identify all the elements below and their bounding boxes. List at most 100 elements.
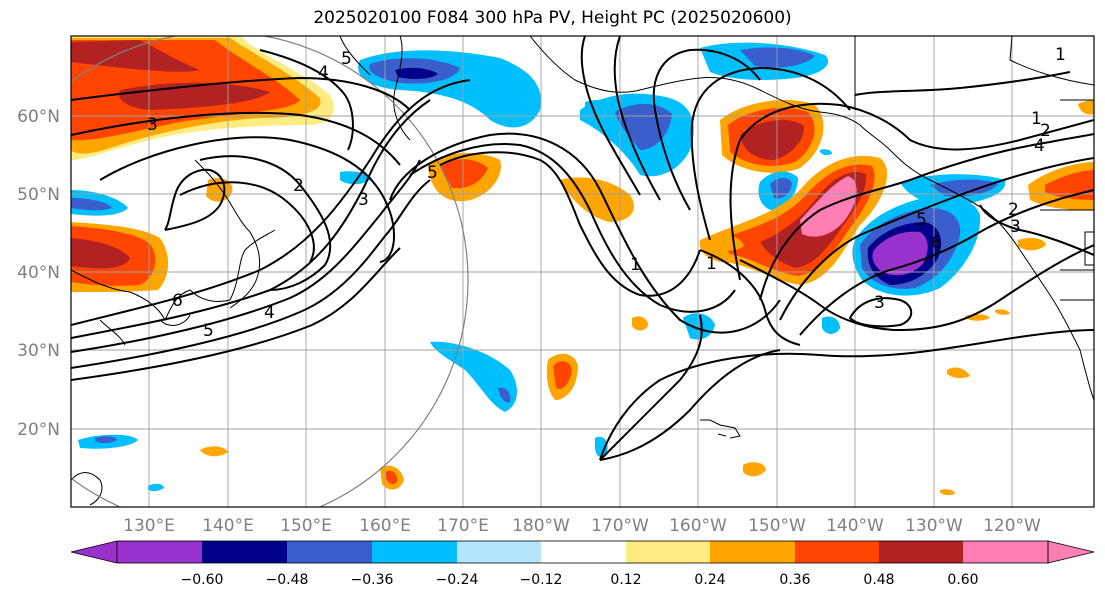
lon-label: 120°W <box>983 516 1041 536</box>
contour-label: 6 <box>931 233 942 253</box>
contour-label: 3 <box>1010 217 1021 237</box>
pv-area-top-blue <box>740 47 815 68</box>
lon-label: 140°E <box>202 516 254 536</box>
contour-label: 2 <box>1008 200 1019 220</box>
colorbar-swatch <box>117 541 202 563</box>
contour-label: 4 <box>264 303 275 323</box>
contour-label: 5 <box>341 49 352 69</box>
lat-label: 60°N <box>17 107 60 127</box>
reference-circle <box>71 36 469 507</box>
lon-label: 160°E <box>359 516 411 536</box>
latitude-labels: 60°N 50°N 40°N 30°N 20°N <box>17 107 60 440</box>
colorbar-swatch <box>372 541 457 563</box>
pv-area-s-red <box>553 361 572 390</box>
gridlines <box>71 36 1094 507</box>
pv-area-far-e-small <box>1078 100 1094 115</box>
pv-area-s4-cyan <box>595 436 608 457</box>
colorbar-swatch <box>287 541 372 563</box>
pv-area-s-blue <box>498 387 511 403</box>
contour-label: 4 <box>318 63 329 83</box>
pv-area-s-small-orange <box>632 316 648 331</box>
lon-label: 130°W <box>905 516 963 536</box>
contour-label: 4 <box>1034 136 1045 156</box>
colorbar-swatch <box>710 541 795 563</box>
pv-area-s-cyan <box>430 341 517 412</box>
lon-label: 170°W <box>591 516 649 536</box>
colorbar-label: −0.12 <box>520 572 563 588</box>
colorbar-swatch <box>626 541 710 563</box>
colorbar-swatch <box>541 541 626 563</box>
pv-area-s2-cyan <box>683 313 715 340</box>
colorbar-label: 0.12 <box>610 572 641 588</box>
pv-area-sw-blue <box>95 436 117 444</box>
pv-area-small-blue-1 <box>770 178 792 199</box>
lon-label: 150°W <box>748 516 806 536</box>
pv-area-tiny-cyan <box>820 149 832 156</box>
contour-label: 1 <box>630 255 641 275</box>
contour-label: 2 <box>293 176 304 196</box>
lat-label: 20°N <box>17 420 60 440</box>
contour-label: 5 <box>916 210 927 230</box>
lat-label: 40°N <box>17 263 60 283</box>
plot-title: 2025020100 F084 300 hPa PV, Height PC (2… <box>313 8 792 28</box>
pv-area-e-orange-small <box>1018 237 1046 251</box>
contour-label: 6 <box>172 291 183 311</box>
colorbar-swatch <box>963 541 1048 563</box>
longitude-labels: 130°E 140°E 150°E 160°E 170°E 180°W 170°… <box>123 516 1041 536</box>
contour-label-group: 4 5 3 2 3 5 4 6 5 1 1 1 2 4 2 3 6 5 1 3 <box>147 45 1066 341</box>
colorbar: −0.60 −0.48 −0.36 −0.24 −0.12 0.12 0.24 … <box>70 540 1095 588</box>
contour-label: 5 <box>203 321 214 341</box>
pv-area-coast-blue <box>930 179 998 197</box>
pv-area-ne-blue <box>615 103 672 150</box>
colorbar-swatch <box>795 541 879 563</box>
colorbar-label: −0.24 <box>436 572 479 588</box>
colorbar-extend-max <box>1047 540 1095 564</box>
colorbar-extend-min <box>70 540 118 564</box>
pv-area-s3-cyan <box>822 316 840 334</box>
lat-label: 50°N <box>17 185 60 205</box>
lon-label: 150°E <box>280 516 332 536</box>
pv-area-s-orange-4 <box>200 446 228 457</box>
lat-label: 30°N <box>17 341 60 361</box>
pv-shading <box>71 36 1094 496</box>
colorbar-label: −0.36 <box>351 572 394 588</box>
contour-label: 3 <box>147 115 158 135</box>
contour-label: 1 <box>1031 109 1042 129</box>
pv-area-c-cyan-small <box>340 171 372 185</box>
pv-area-ne-darkred <box>740 119 805 160</box>
lon-label: 170°E <box>437 516 489 536</box>
contour-label: 1 <box>1055 45 1066 65</box>
lon-label: 140°W <box>826 516 884 536</box>
height-contours <box>71 36 1094 461</box>
contour-label: 1 <box>706 254 717 274</box>
colorbar-swatch <box>202 541 287 563</box>
pv-area-se-orange-3 <box>995 309 1010 315</box>
colorbar-label: 0.36 <box>779 572 810 588</box>
pv-area-w-darkred <box>71 238 130 269</box>
colorbar-swatch <box>879 541 963 563</box>
pv-area-s-red-3 <box>386 470 398 485</box>
pv-area-sw-cyan-2 <box>148 483 164 492</box>
pv-area-e-orange-small-2 <box>714 235 744 251</box>
contour-label: 2 <box>1040 121 1051 141</box>
colorbar-label: 0.24 <box>694 572 725 588</box>
lon-label: 180°W <box>512 516 570 536</box>
colorbar-label: −0.60 <box>181 572 224 588</box>
colorbar-swatch <box>457 541 541 563</box>
map-frame <box>70 35 1095 508</box>
contour-label: 5 <box>427 163 438 183</box>
colorbar-label: 0.60 <box>947 572 978 588</box>
pv-area-s-orange-2 <box>743 462 766 477</box>
pv-area-e-purple <box>872 231 928 276</box>
lon-label: 130°E <box>123 516 175 536</box>
pv-area-se-orange-4 <box>940 489 955 496</box>
colorbar-label: −0.48 <box>266 572 309 588</box>
colorbar-label: 0.48 <box>863 572 894 588</box>
contour-label: 3 <box>358 190 369 210</box>
pv-area-n-navy <box>395 67 438 79</box>
pv-area-w-blue <box>71 198 112 211</box>
contour-label: 3 <box>874 293 885 313</box>
lon-label: 160°W <box>669 516 727 536</box>
pv-area-nw-darkred-1 <box>71 40 200 72</box>
